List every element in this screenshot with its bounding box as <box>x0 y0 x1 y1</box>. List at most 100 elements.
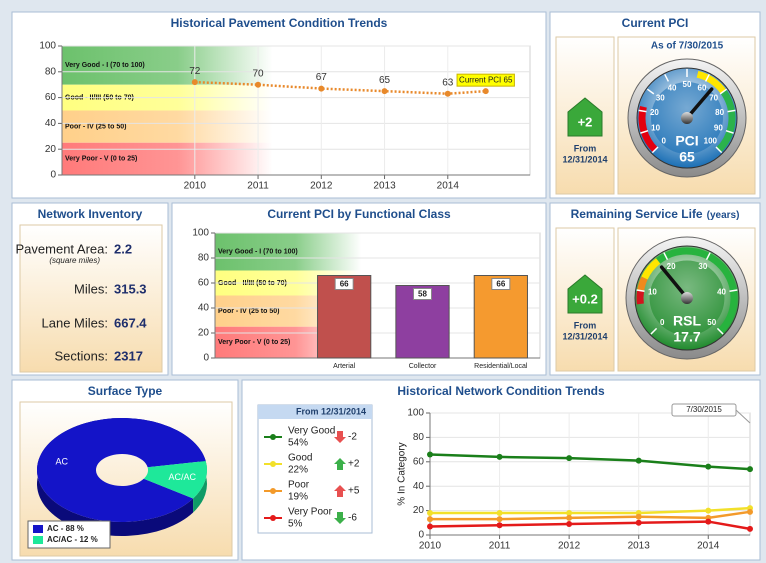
legend-change: -2 <box>348 432 357 443</box>
legend-share: 5% <box>288 519 303 530</box>
y-tick-label: 60 <box>45 92 57 103</box>
data-point <box>318 86 324 92</box>
slice-label: AC/AC <box>168 472 196 482</box>
gauge-subtitle: As of 7/30/2015 <box>651 41 724 52</box>
panel-title-unit: (years) <box>707 210 740 221</box>
gauge-tick-label: 30 <box>656 94 665 103</box>
slice-label: AC <box>56 457 69 467</box>
data-point <box>382 88 388 94</box>
data-label: 66 <box>340 280 349 289</box>
change-date: 12/31/2014 <box>562 331 607 341</box>
y-tick-label: 0 <box>203 353 209 364</box>
inventory-label: Miles: <box>74 281 108 296</box>
data-label: 70 <box>252 68 264 79</box>
legend-share: 19% <box>288 492 308 503</box>
x-tick-label: 2010 <box>184 181 207 192</box>
x-tick-label: 2013 <box>628 541 651 552</box>
y-tick-label: 100 <box>407 408 424 419</box>
y-axis-title: % In Category <box>397 442 408 505</box>
x-tick-label: 2011 <box>247 181 269 192</box>
change-value: +2 <box>578 114 593 129</box>
data-point <box>747 526 753 532</box>
data-point <box>566 515 572 521</box>
data-point <box>192 79 198 85</box>
gauge-tick-label: 20 <box>650 108 659 117</box>
data-point <box>636 458 642 464</box>
gauge-tick-label: 40 <box>668 84 677 93</box>
gauge-tick-label: 0 <box>661 136 666 145</box>
inventory-value: 2317 <box>114 348 143 363</box>
gauge-value: 17.7 <box>673 329 700 345</box>
legend-swatch <box>33 525 43 533</box>
panel-title: Historical Pavement Condition Trends <box>171 16 388 30</box>
gauge-tick-label: 40 <box>717 288 726 297</box>
legend-marker <box>270 461 276 467</box>
gauge-hub <box>681 112 693 124</box>
y-tick-label: 60 <box>413 456 425 467</box>
gauge-tick-label: 60 <box>698 84 707 93</box>
gauge-hub <box>681 292 693 304</box>
y-tick-label: 20 <box>45 144 57 155</box>
gauge-tick-label: 10 <box>648 288 657 297</box>
data-point <box>483 88 489 94</box>
data-point <box>427 451 433 457</box>
legend-name: Very Poor <box>288 507 333 518</box>
data-point <box>497 522 503 528</box>
x-tick-label: 2014 <box>437 181 460 192</box>
data-point <box>427 516 433 522</box>
legend-share: 22% <box>288 465 308 476</box>
legend-marker <box>270 515 276 521</box>
panel-title-text: Current PCI by Functional Class <box>267 207 451 221</box>
data-point <box>255 82 261 88</box>
x-tick-label: 2010 <box>419 541 442 552</box>
panel-title: Surface Type <box>88 384 163 398</box>
data-point <box>636 514 642 520</box>
data-label: 65 <box>379 75 391 86</box>
gauge-tick-label: 10 <box>651 123 660 132</box>
annotation: 7/30/2015 <box>686 405 722 414</box>
data-point <box>566 455 572 461</box>
gauge-tick-label: 30 <box>698 262 707 271</box>
band-label: Very Good - I (70 to 100) <box>218 249 298 256</box>
band-label: Very Poor - V (0 to 25) <box>65 156 137 163</box>
legend-name: Good <box>288 453 312 464</box>
y-tick-label: 20 <box>413 505 425 516</box>
x-tick-label: Arterial <box>333 363 356 370</box>
y-tick-label: 80 <box>45 66 57 77</box>
data-point <box>497 454 503 460</box>
inventory-value: 315.3 <box>114 281 147 296</box>
y-tick-label: 0 <box>418 530 424 541</box>
panel-title: Historical Network Condition Trends <box>397 384 605 398</box>
dashboard: Historical Pavement Condition Trends Very… <box>0 0 766 563</box>
gauge-tick-label: 0 <box>660 318 665 327</box>
panel-title-text: Historical Pavement Condition Trends <box>171 16 388 30</box>
legend-name: Very Good <box>288 426 335 437</box>
y-tick-label: 80 <box>198 253 210 264</box>
gauge-tick-label: 50 <box>683 80 692 89</box>
change-date: 12/31/2014 <box>562 154 607 164</box>
x-tick-label: 2011 <box>489 541 511 552</box>
change-note: From <box>574 320 597 330</box>
band-label: Very Poor - V (0 to 25) <box>218 339 290 346</box>
change-note: From <box>574 143 597 153</box>
y-tick-label: 40 <box>413 481 425 492</box>
data-label: 67 <box>316 72 328 83</box>
data-point <box>705 519 711 525</box>
gauge-range <box>640 291 641 304</box>
gauge-tick-label: 70 <box>709 94 718 103</box>
legend-marker <box>270 488 276 494</box>
x-tick-label: 2012 <box>310 181 333 192</box>
data-label: 72 <box>189 66 201 77</box>
data-point <box>747 466 753 472</box>
legend-name: Poor <box>288 480 310 491</box>
data-point <box>747 509 753 515</box>
panel-title: Network Inventory <box>38 207 143 221</box>
page: {"chart_data": [ {"type": "line", "title… <box>0 0 766 563</box>
data-point <box>705 464 711 470</box>
inventory-note: (square miles) <box>49 256 100 265</box>
data-point <box>636 520 642 526</box>
panel-title-text: Network Inventory <box>38 207 143 221</box>
inventory-label: Lane Miles: <box>42 315 108 330</box>
data-label: 63 <box>442 77 454 88</box>
data-point <box>497 510 503 516</box>
